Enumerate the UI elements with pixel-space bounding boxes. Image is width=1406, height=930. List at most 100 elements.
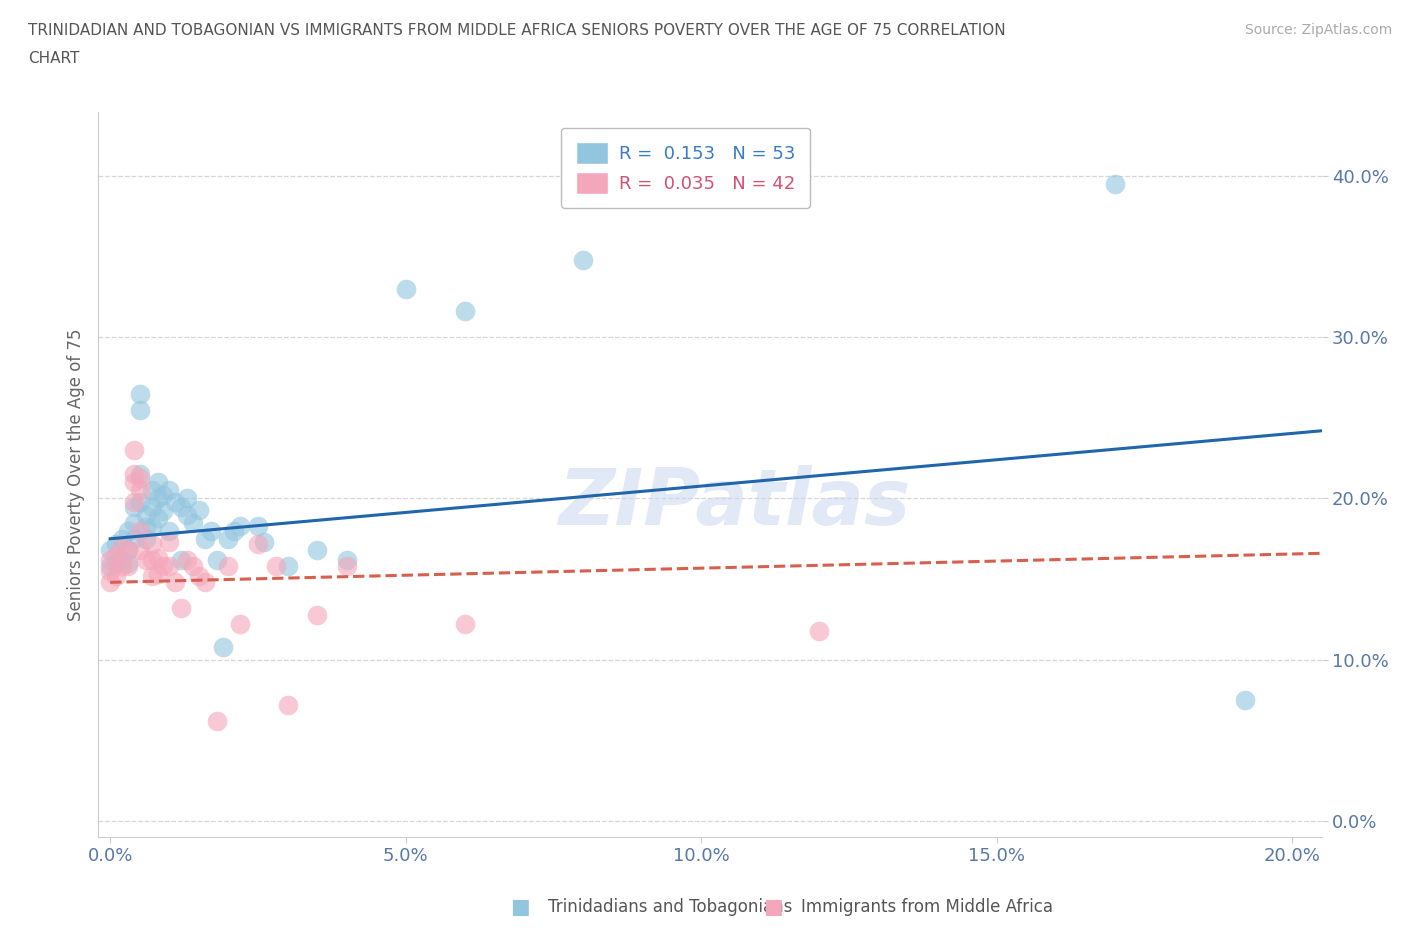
Text: TRINIDADIAN AND TOBAGONIAN VS IMMIGRANTS FROM MIDDLE AFRICA SENIORS POVERTY OVER: TRINIDADIAN AND TOBAGONIAN VS IMMIGRANTS… [28,23,1005,38]
Point [336,559,359,574]
Point [98,542,121,557]
Point [181,559,204,574]
Point [152,488,174,503]
Point [200,524,222,538]
Point [135,552,157,567]
Point [146,475,169,490]
Point [111,559,134,574]
Text: Immigrants from Middle Africa: Immigrants from Middle Africa [801,897,1053,916]
Point [111,552,134,567]
Point [211,639,233,654]
Point [122,467,145,482]
Point [141,568,163,583]
Point [128,386,150,401]
Point [176,491,198,506]
Point [224,524,246,538]
Point [165,494,187,509]
Point [1104,177,1126,192]
Text: ■: ■ [510,897,530,917]
Point [122,443,145,458]
Point [454,304,477,319]
Point [157,559,180,574]
Point [105,548,128,563]
Point [128,403,150,418]
Point [264,559,287,574]
Point [454,617,477,631]
Point [157,483,180,498]
Point [122,475,145,490]
Point [105,555,128,570]
Point [98,559,121,574]
Point [141,552,163,567]
Point [98,552,121,567]
Point [117,559,139,574]
Point [276,698,298,712]
Point [146,511,169,525]
Point [194,575,217,590]
Point [146,551,169,565]
Point [135,531,157,546]
Point [141,520,163,535]
Point [105,537,128,551]
Point [128,494,150,509]
Point [176,552,198,567]
Point [135,520,157,535]
Point [122,499,145,514]
Point [246,518,269,533]
Point [205,713,228,728]
Point [170,552,193,567]
Point [128,542,150,557]
Point [157,524,180,538]
Text: ZIPatlas: ZIPatlas [558,465,911,541]
Point [122,494,145,509]
Point [307,542,329,557]
Point [187,568,209,583]
Point [194,531,217,546]
Point [128,524,150,538]
Point [117,542,139,557]
Point [276,559,298,574]
Y-axis label: Seniors Poverty Over the Age of 75: Seniors Poverty Over the Age of 75 [66,328,84,620]
Point [98,564,121,578]
Point [135,507,157,522]
Point [808,623,831,638]
Point [170,499,193,514]
Point [229,518,252,533]
Point [1233,693,1256,708]
Point [152,504,174,519]
Point [176,507,198,522]
Point [157,535,180,550]
Point [253,535,276,550]
Point [128,470,150,485]
Point [181,515,204,530]
Point [395,282,418,297]
Point [117,555,139,570]
Point [229,617,252,631]
Point [111,539,134,554]
Point [111,531,134,546]
Text: CHART: CHART [28,51,80,66]
Legend: R =  0.153   N = 53, R =  0.035   N = 42: R = 0.153 N = 53, R = 0.035 N = 42 [561,128,810,208]
Point [117,542,139,557]
Text: Trinidadians and Tobagonians: Trinidadians and Tobagonians [548,897,793,916]
Point [128,467,150,482]
Point [217,559,239,574]
Point [205,552,228,567]
Point [141,499,163,514]
Text: Source: ZipAtlas.com: Source: ZipAtlas.com [1244,23,1392,37]
Point [572,252,595,267]
Point [307,607,329,622]
Point [122,515,145,530]
Point [146,566,169,581]
Point [117,524,139,538]
Point [105,568,128,583]
Point [187,502,209,517]
Text: ■: ■ [763,897,783,917]
Point [336,552,359,567]
Point [128,483,150,498]
Point [98,575,121,590]
Point [146,491,169,506]
Point [217,531,239,546]
Point [165,575,187,590]
Point [246,537,269,551]
